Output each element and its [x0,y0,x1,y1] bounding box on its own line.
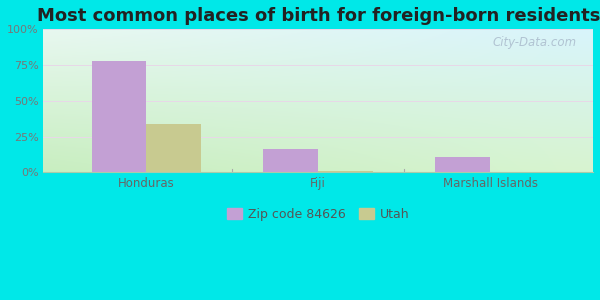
Bar [92,61,146,172]
Title: Most common places of birth for foreign-born residents: Most common places of birth for foreign-… [37,7,600,25]
Bar [263,149,318,172]
Legend: Zip code 84626, Utah: Zip code 84626, Utah [222,203,415,226]
Bar [146,124,202,172]
Bar [435,157,490,172]
Bar [318,171,373,172]
Text: City-Data.com: City-Data.com [493,36,577,50]
